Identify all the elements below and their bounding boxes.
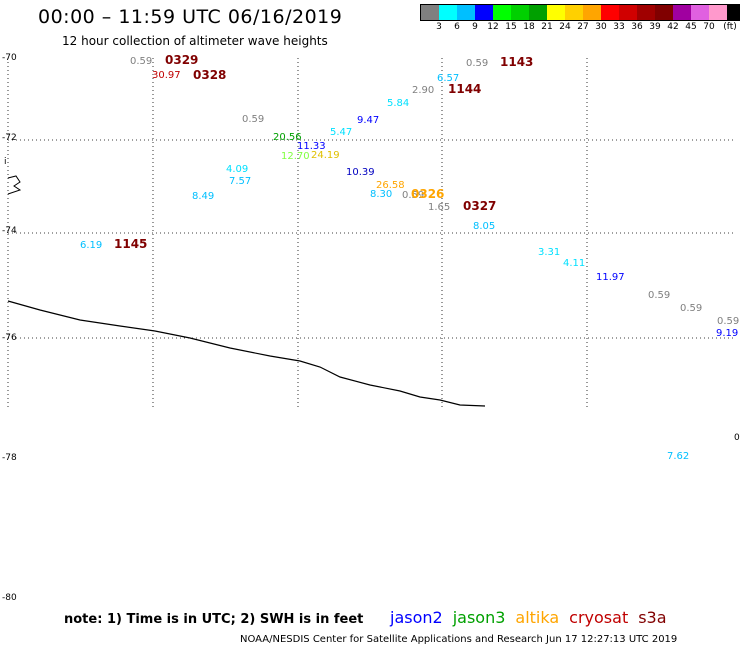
observation-label: 0329 (165, 53, 198, 67)
colorbar-legend (420, 4, 740, 21)
colorbar-swatch (547, 5, 565, 20)
edge-label: 0 (734, 433, 740, 443)
latitude-label: -76 (2, 333, 17, 343)
colorbar-tick-label: 36 (631, 22, 643, 32)
satellite-legend-item: cryosat (569, 608, 629, 627)
colorbar-swatch (601, 5, 619, 20)
map-title: 00:00 – 11:59 UTC 06/16/2019 (38, 6, 343, 28)
axis-labels: -70-72-74-76-78-80-600i-57-54-51-48-45 (2, 53, 740, 603)
satellite-legend-item: altika (515, 608, 560, 627)
observation-label: 0328 (193, 68, 226, 82)
observation-label: 8.30 (370, 189, 392, 200)
colorbar-swatch (475, 5, 493, 20)
colorbar-swatch (493, 5, 511, 20)
colorbar-swatch (457, 5, 475, 20)
colorbar-swatch (619, 5, 637, 20)
note-text: note: 1) Time is in UTC; 2) SWH is in fe… (64, 612, 364, 627)
edge-label: i (4, 157, 7, 167)
observation-label: 5.47 (330, 127, 352, 138)
colorbar-tick-label: 30 (595, 22, 607, 32)
colorbar-swatch (565, 5, 583, 20)
colorbar-swatch (439, 5, 457, 20)
colorbar-swatch (529, 5, 547, 20)
colorbar-tick-label: 42 (667, 22, 679, 32)
satellite-legend-item: jason3 (452, 608, 506, 627)
observation-label: 26.58 (376, 180, 405, 191)
colorbar-labels: 3 6 9 12 15 18 21 24 27 30 33 36 39 42 45 70 (ft) (420, 22, 740, 34)
latitude-label: -78 (2, 453, 17, 463)
latitude-label: -72 (2, 133, 17, 143)
observation-label: 1144 (448, 82, 481, 96)
colorbar-tick-label: 6 (454, 22, 460, 32)
colorbar-tick-label: 9 (472, 22, 478, 32)
observation-label: 5.84 (387, 98, 409, 109)
observation-label: 7.62 (667, 451, 689, 462)
colorbar-swatch (709, 5, 727, 20)
observation-label: 20.56 (273, 132, 302, 143)
colorbar-unit: (ft) (723, 22, 737, 32)
satellite-legend: jason2 jason3 altika cryosat s3a (390, 608, 677, 627)
colorbar-swatch (673, 5, 691, 20)
colorbar-swatch (637, 5, 655, 20)
observation-label: 3.31 (538, 247, 560, 258)
observation-label: 1145 (114, 237, 147, 251)
latitude-label: -74 (2, 226, 17, 236)
observation-label: 0327 (463, 199, 496, 213)
colorbar-tick-label: 3 (436, 22, 442, 32)
satellite-legend-item: jason2 (390, 608, 443, 627)
colorbar-tick-label: 12 (487, 22, 499, 32)
map-grid (7, 58, 735, 408)
observation-label: 9.19 (716, 328, 738, 339)
observation-label: 0.59 (466, 58, 488, 69)
observation-label: 24.19 (311, 150, 340, 161)
observation-label: 11.33 (297, 141, 326, 152)
colorbar-swatch (655, 5, 673, 20)
observation-label: 8.05 (473, 221, 495, 232)
colorbar-tick-label: 45 (685, 22, 697, 32)
wave-height-map: 0.59 0329 30.97 0328 0.59 1143 6.572.90 1144 5.8… (2, 53, 740, 603)
colorbar-swatch (511, 5, 529, 20)
map-subtitle: 12 hour collection of altimeter wave hei… (62, 34, 328, 48)
observation-label: 0.59 (648, 290, 670, 301)
observation-label: 6.19 (80, 240, 102, 251)
observation-label: 1.65 (428, 202, 450, 213)
observation-label: 6.57 (437, 73, 459, 84)
colorbar-swatch (583, 5, 601, 20)
observation-label: 11.97 (596, 272, 625, 283)
observation-label: 0.59 (242, 114, 264, 125)
colorbar-tick-label: 21 (541, 22, 553, 32)
observation-label: 0.59 (717, 316, 739, 327)
colorbar-tick-label: 27 (577, 22, 589, 32)
observation-label: 7.57 (229, 176, 251, 187)
observation-label: 9.47 (357, 115, 379, 126)
observation-label: 8.49 (192, 191, 214, 202)
island-outline (7, 175, 22, 195)
colorbar-tick-label: 18 (523, 22, 535, 32)
colorbar-tick-label: 24 (559, 22, 571, 32)
colorbar-tick-label: 70 (703, 22, 715, 32)
colorbar-tick-label: 39 (649, 22, 661, 32)
colorbar-swatch (691, 5, 709, 20)
colorbar-tick-label: 15 (505, 22, 517, 32)
observation-label: 4.11 (563, 258, 585, 269)
footer-credit: NOAA/NESDIS Center for Satellite Applica… (240, 634, 678, 645)
colorbar-swatch (727, 5, 740, 20)
colorbar-swatch (421, 5, 439, 20)
coastline (7, 300, 486, 407)
satellite-legend-item: s3a (638, 608, 667, 627)
latitude-label: -80 (2, 593, 17, 603)
observation-label: 0.59 (680, 303, 702, 314)
observation-label: 12.70 (281, 151, 310, 162)
observation-label: 2.90 (412, 85, 434, 96)
latitude-label: -70 (2, 53, 17, 63)
colorbar-tick-label: 33 (613, 22, 625, 32)
observation-label: 1143 (500, 55, 533, 69)
observation-label: 4.09 (226, 164, 248, 175)
observation-label: 30.97 (152, 70, 181, 81)
observation-label: 0326 (411, 187, 444, 201)
observation-label: 0.59 (402, 190, 424, 201)
observation-label: 0.59 (130, 56, 152, 67)
observation-labels: 0.59 0329 30.97 0328 0.59 1143 6.572.90 1144 5.8… (80, 53, 739, 462)
observation-label: 10.39 (346, 167, 375, 178)
